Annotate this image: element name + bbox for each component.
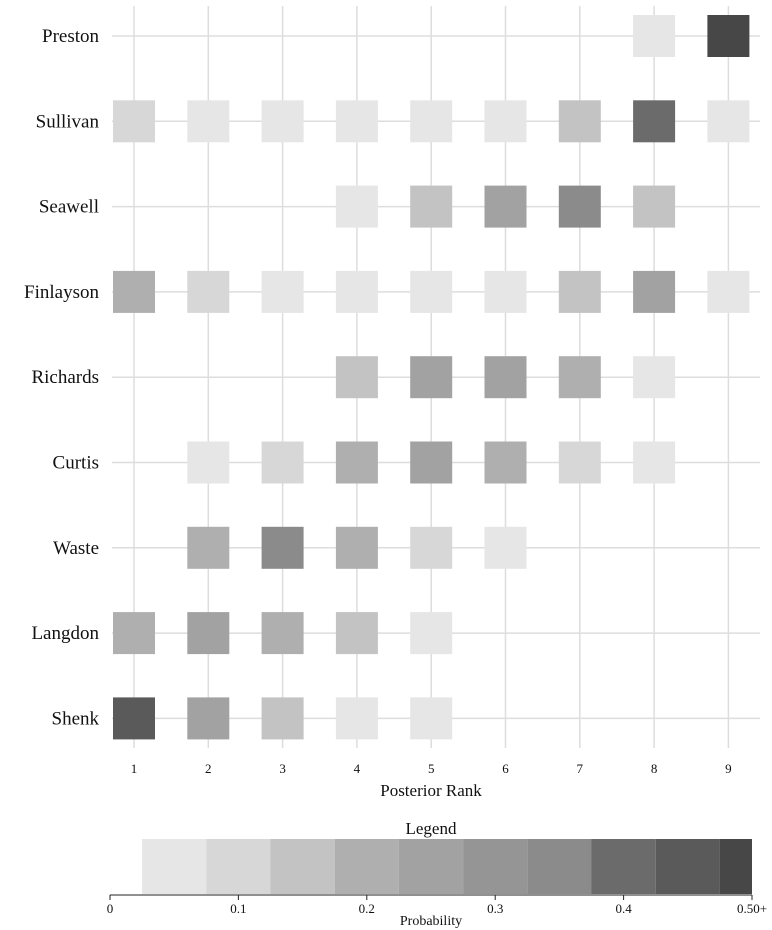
legend-bin-10	[719, 839, 752, 894]
legend-tick-label-0.2: 0.2	[359, 901, 375, 916]
cell-shenk-rank-4	[335, 697, 378, 740]
legend-tick-label-0.3: 0.3	[487, 901, 503, 916]
cell-sullivan-rank-3	[261, 100, 304, 143]
legend-tick-label-0.1: 0.1	[230, 901, 246, 916]
legend-bin-6	[463, 839, 528, 894]
row-label-waste: Waste	[53, 538, 99, 559]
cell-sullivan-rank-4	[335, 100, 378, 143]
cell-preston-rank-9	[707, 15, 750, 57]
row-label-langdon: Langdon	[31, 623, 99, 644]
cell-seawell-rank-7	[558, 185, 601, 228]
cell-sullivan-rank-7	[558, 100, 601, 143]
cell-layer	[113, 15, 750, 740]
cell-waste-rank-4	[335, 526, 378, 569]
cell-seawell-rank-4	[335, 185, 378, 228]
x-tick-label-9: 9	[725, 761, 732, 776]
cell-curtis-rank-3	[261, 441, 304, 484]
legend-bin-3	[270, 839, 335, 894]
cell-waste-rank-6	[484, 526, 527, 569]
cell-finlayson-rank-5	[410, 270, 453, 313]
cell-finlayson-rank-1	[113, 270, 155, 313]
cell-shenk-rank-3	[261, 697, 304, 740]
cell-richards-rank-5	[410, 356, 453, 399]
cell-sullivan-rank-8	[633, 100, 676, 143]
cell-langdon-rank-4	[335, 612, 378, 655]
x-tick-label-6: 6	[502, 761, 509, 776]
cell-seawell-rank-6	[484, 185, 527, 228]
legend-tick-label-0: 0	[107, 901, 114, 916]
cell-sullivan-rank-9	[707, 100, 750, 143]
cell-waste-rank-2	[187, 526, 230, 569]
x-tick-label-8: 8	[651, 761, 658, 776]
cell-waste-rank-5	[410, 526, 453, 569]
row-label-seawell: Seawell	[39, 197, 99, 218]
cell-finlayson-rank-9	[707, 270, 750, 313]
legend-bin-7	[527, 839, 592, 894]
row-label-curtis: Curtis	[53, 453, 99, 474]
cell-waste-rank-3	[261, 526, 304, 569]
legend-tick-label-0.4: 0.4	[615, 901, 632, 916]
cell-shenk-rank-1	[113, 697, 155, 740]
row-label-richards: Richards	[31, 367, 99, 388]
cell-sullivan-rank-6	[484, 100, 527, 143]
legend-color-bins	[142, 839, 752, 894]
cell-langdon-rank-2	[187, 612, 230, 655]
legend-bin-4	[334, 839, 399, 894]
cell-curtis-rank-5	[410, 441, 453, 484]
x-axis-title: Posterior Rank	[380, 781, 482, 800]
cell-curtis-rank-6	[484, 441, 527, 484]
row-label-preston: Preston	[42, 26, 100, 47]
cell-langdon-rank-3	[261, 612, 304, 655]
x-tick-label-4: 4	[354, 761, 361, 776]
x-tick-label-3: 3	[279, 761, 286, 776]
cell-curtis-rank-2	[187, 441, 230, 484]
cell-langdon-rank-1	[113, 612, 155, 655]
row-label-sullivan: Sullivan	[36, 111, 100, 132]
cell-finlayson-rank-2	[187, 270, 230, 313]
cell-richards-rank-6	[484, 356, 527, 399]
legend-tick-label-0.50+: 0.50+	[737, 901, 767, 916]
x-tick-label-2: 2	[205, 761, 212, 776]
cell-finlayson-rank-8	[633, 270, 676, 313]
cell-seawell-rank-5	[410, 185, 453, 228]
cell-shenk-rank-2	[187, 697, 230, 740]
x-tick-label-5: 5	[428, 761, 435, 776]
legend-bin-1	[142, 839, 207, 894]
cell-richards-rank-8	[633, 356, 676, 399]
cell-richards-rank-7	[558, 356, 601, 399]
legend-bin-8	[591, 839, 656, 894]
cell-finlayson-rank-3	[261, 270, 304, 313]
cell-sullivan-rank-1	[113, 100, 155, 143]
legend-axis-title: Probability	[400, 914, 462, 929]
cell-shenk-rank-5	[410, 697, 453, 740]
cell-finlayson-rank-7	[558, 270, 601, 313]
cell-preston-rank-8	[633, 15, 676, 57]
legend-axis: 0 0.1 0.2 0.3 0.4 0.50+	[107, 894, 767, 916]
legend-bin-2	[206, 839, 271, 894]
cell-curtis-rank-4	[335, 441, 378, 484]
row-label-finlayson: Finlayson	[24, 282, 99, 303]
label-layer: Preston Sullivan Seawell Finlayson Richards C…	[24, 26, 732, 776]
cell-finlayson-rank-6	[484, 270, 527, 313]
cell-seawell-rank-8	[633, 185, 676, 228]
cell-sullivan-rank-5	[410, 100, 453, 143]
cell-richards-rank-4	[335, 356, 378, 399]
cell-curtis-rank-7	[558, 441, 601, 484]
legend-bin-5	[398, 839, 464, 894]
x-tick-label-1: 1	[131, 761, 138, 776]
row-label-shenk: Shenk	[52, 708, 100, 729]
legend-bin-9	[655, 839, 720, 894]
cell-langdon-rank-5	[410, 612, 453, 655]
legend-title: Legend	[406, 819, 457, 838]
cell-curtis-rank-8	[633, 441, 676, 484]
cell-sullivan-rank-2	[187, 100, 230, 143]
x-tick-label-7: 7	[577, 761, 584, 776]
legend: Legend 0 0.1 0.2 0.3 0.4 0.50+ Probability	[107, 819, 767, 929]
cell-finlayson-rank-4	[335, 270, 378, 313]
